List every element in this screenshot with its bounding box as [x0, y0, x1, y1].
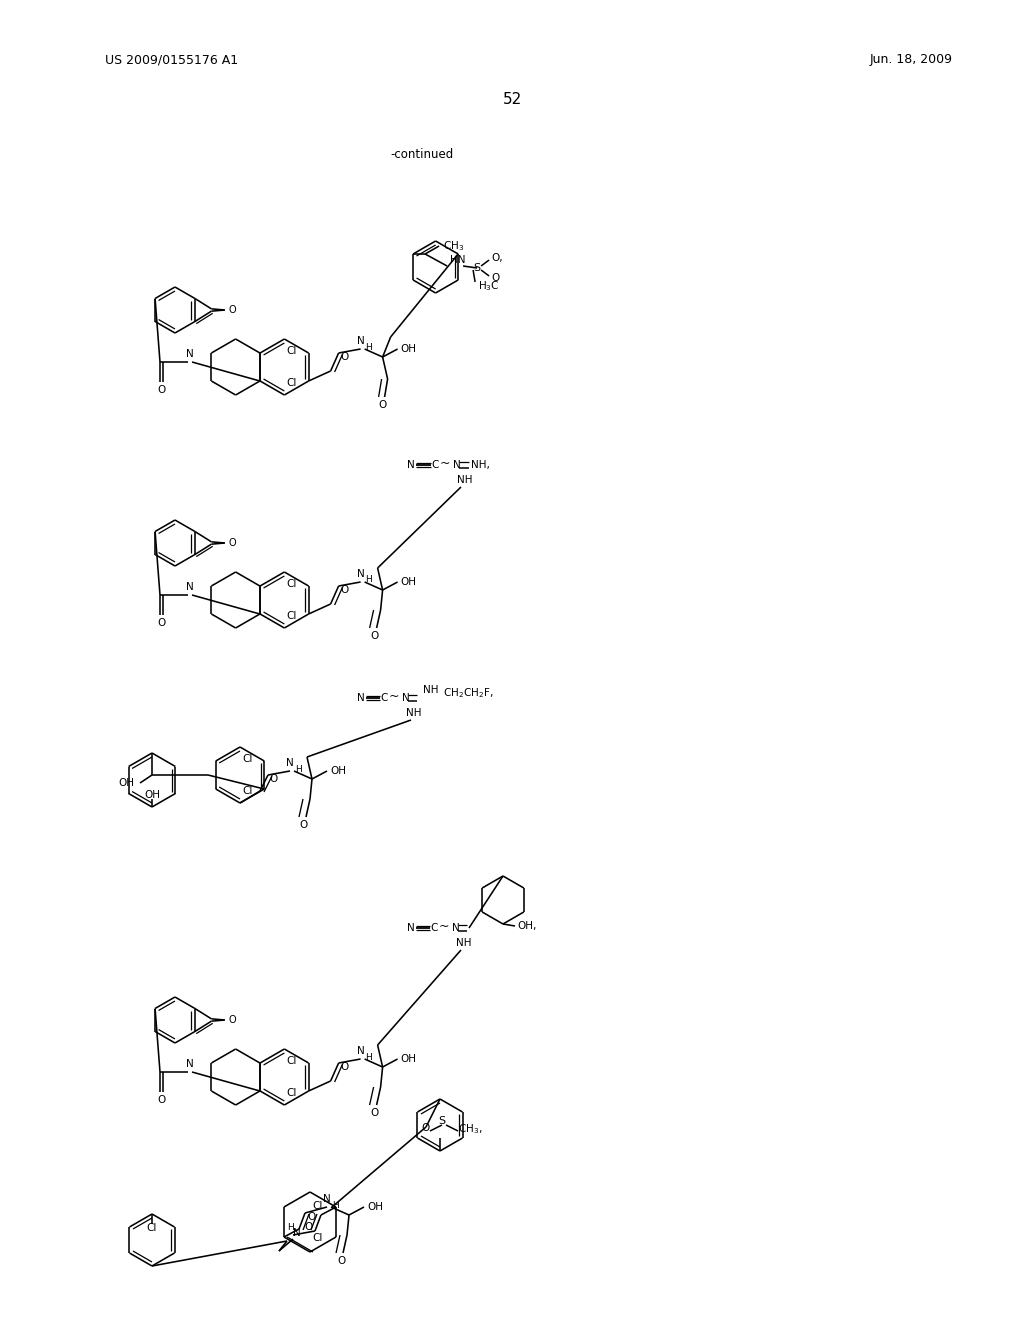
Text: CH$_3$,: CH$_3$,	[458, 1122, 482, 1137]
Text: O: O	[228, 1015, 236, 1026]
Text: NH: NH	[406, 708, 422, 718]
Text: Cl: Cl	[242, 754, 252, 764]
Text: H: H	[288, 1222, 294, 1232]
Text: O: O	[371, 1107, 379, 1118]
Text: Cl: Cl	[287, 1056, 297, 1067]
Text: O: O	[158, 618, 166, 628]
Text: OH,: OH,	[517, 921, 537, 931]
Text: O: O	[379, 400, 387, 411]
Text: OH: OH	[118, 777, 134, 788]
Text: O: O	[341, 585, 349, 595]
Text: O: O	[305, 1222, 313, 1232]
Text: Cl: Cl	[242, 785, 252, 796]
Text: ~: ~	[389, 689, 399, 702]
Text: Cl: Cl	[287, 611, 297, 620]
Text: NH: NH	[457, 475, 472, 484]
Text: H: H	[295, 764, 301, 774]
Text: N: N	[186, 582, 194, 591]
Text: Cl: Cl	[146, 1224, 158, 1233]
Text: O: O	[337, 1257, 345, 1266]
Text: CH$_2$CH$_2$F,: CH$_2$CH$_2$F,	[443, 686, 494, 700]
Text: N: N	[402, 693, 410, 704]
Text: Cl: Cl	[312, 1201, 323, 1210]
Text: N: N	[286, 758, 294, 768]
Text: N: N	[357, 693, 365, 704]
Text: O,: O,	[492, 253, 503, 263]
Text: NH: NH	[423, 685, 438, 696]
Text: Jun. 18, 2009: Jun. 18, 2009	[870, 54, 953, 66]
Text: N: N	[186, 348, 194, 359]
Text: O: O	[158, 385, 166, 395]
Text: OH: OH	[330, 766, 346, 776]
Text: H$_3$C: H$_3$C	[478, 279, 500, 293]
Text: H: H	[332, 1200, 338, 1209]
Text: O: O	[228, 305, 236, 315]
Text: N: N	[324, 1195, 331, 1204]
Text: N: N	[356, 1045, 365, 1056]
Text: O: O	[307, 1212, 315, 1222]
Text: C: C	[431, 459, 438, 470]
Text: Cl: Cl	[287, 378, 297, 388]
Text: N: N	[454, 459, 461, 470]
Text: H: H	[366, 342, 372, 351]
Text: 52: 52	[503, 92, 521, 107]
Text: S: S	[438, 1115, 445, 1126]
Text: N: N	[356, 569, 365, 579]
Text: N: N	[186, 1059, 194, 1069]
Text: Cl: Cl	[287, 346, 297, 356]
Text: O: O	[300, 820, 308, 830]
Text: OH: OH	[400, 1053, 417, 1064]
Text: NH,: NH,	[471, 459, 489, 470]
Text: OH: OH	[400, 345, 417, 354]
Text: HN: HN	[451, 255, 466, 265]
Text: H: H	[366, 576, 372, 585]
Text: O: O	[422, 1123, 430, 1133]
Text: O: O	[228, 539, 236, 548]
Text: C: C	[430, 923, 437, 933]
Text: O: O	[270, 774, 279, 784]
Text: ~: ~	[439, 457, 451, 470]
Text: N: N	[408, 459, 415, 470]
Text: OH: OH	[144, 789, 160, 800]
Text: O: O	[341, 1063, 349, 1072]
Text: OH: OH	[400, 577, 417, 587]
Text: N: N	[293, 1228, 301, 1238]
Text: H: H	[366, 1052, 372, 1061]
Text: Cl: Cl	[287, 579, 297, 589]
Text: O: O	[371, 631, 379, 642]
Text: CH$_3$: CH$_3$	[443, 239, 464, 253]
Text: O: O	[158, 1096, 166, 1105]
Text: C: C	[380, 693, 388, 704]
Text: Cl: Cl	[287, 1088, 297, 1098]
Text: N: N	[356, 337, 365, 346]
Text: -continued: -continued	[390, 149, 454, 161]
Text: N: N	[453, 923, 460, 933]
Text: N: N	[408, 923, 415, 933]
Text: Cl: Cl	[312, 1233, 323, 1243]
Text: US 2009/0155176 A1: US 2009/0155176 A1	[105, 54, 239, 66]
Text: S: S	[473, 263, 480, 273]
Text: NH: NH	[456, 939, 471, 948]
Text: ~: ~	[438, 920, 450, 932]
Text: O: O	[492, 273, 500, 282]
Text: OH: OH	[367, 1203, 383, 1212]
Text: O: O	[341, 352, 349, 362]
